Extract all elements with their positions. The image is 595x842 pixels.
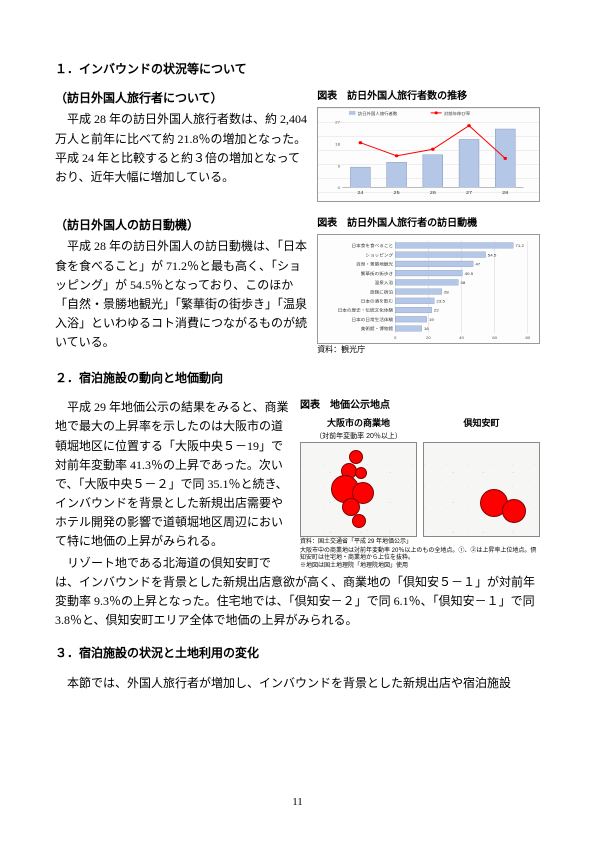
fig3-caption: 図表 地価公示地点 — [300, 398, 540, 414]
fig2-caption: 図表 訪日外国人旅行者の訪日動機 — [317, 216, 540, 232]
page-number: 11 — [0, 794, 595, 812]
fig2-box: 0 20 40 60 80 日本食を食べること 71.2 ショッピング 54.5 自然・景勝地観光… — [317, 234, 540, 344]
map-col-osaka: 大阪市の商業地 （対前年変動率 20％以上） — [300, 416, 417, 537]
sec1b-body: 平成 28 年の訪日外国人の訪日動機は、「日本食を食べること」が 71.2％と最… — [55, 237, 307, 352]
svg-text:自然・景勝地観光: 自然・景勝地観光 — [356, 261, 394, 268]
section-3-heading: ３．宿泊施設の状況と土地利用の変化 — [55, 644, 540, 663]
svg-text:60: 60 — [492, 336, 498, 341]
svg-text:25: 25 — [394, 191, 400, 197]
section-2-wrap: 図表 地価公示地点 大阪市の商業地 （対前年変動率 20％以上） 倶知安町 資料… — [55, 398, 540, 632]
map-dot — [502, 499, 526, 523]
fig2-column: 図表 訪日外国人旅行者の訪日動機 0 20 40 60 80 日本食を食べること 71.2 シ… — [317, 216, 540, 355]
svg-text:54.5: 54.5 — [488, 253, 497, 258]
svg-text:40.5: 40.5 — [465, 271, 474, 276]
svg-text:28: 28 — [444, 290, 450, 295]
map-osaka — [300, 442, 417, 537]
svg-text:22: 22 — [434, 308, 440, 313]
sec1b-text: （訪日外国人の訪日動機） 平成 28 年の訪日外国人の訪日動機は、「日本食を食べ… — [55, 216, 307, 355]
svg-text:ショッピング: ショッピング — [366, 252, 394, 259]
svg-text:80: 80 — [526, 336, 532, 341]
svg-text:日本の日常生活体験: 日本の日常生活体験 — [352, 316, 394, 323]
svg-text:47: 47 — [476, 262, 482, 267]
sec1a-subheading: （訪日外国人旅行者について） — [55, 89, 307, 108]
svg-text:27: 27 — [466, 191, 472, 197]
svg-text:19: 19 — [429, 317, 435, 322]
svg-text:日本食を食べること: 日本食を食べること — [352, 243, 394, 250]
map-kutchan — [423, 442, 540, 537]
map-osaka-sub: （対前年変動率 20％以上） — [300, 431, 417, 442]
svg-text:20: 20 — [426, 336, 432, 341]
svg-text:24: 24 — [358, 191, 364, 197]
svg-text:23.5: 23.5 — [437, 299, 446, 304]
fig1-chart: 訪日外国人旅行者数 対前年伸び率 24 25 26 27 28 0 9 18 27 — [318, 108, 539, 201]
svg-text:旅館に宿泊: 旅館に宿泊 — [370, 289, 393, 296]
svg-text:71.2: 71.2 — [516, 244, 525, 249]
fig1-box: 訪日外国人旅行者数 対前年伸び率 24 25 26 27 28 0 9 18 27 — [317, 107, 540, 202]
svg-text:16: 16 — [424, 327, 430, 332]
sec3-body: 本節では、外国人旅行者が増加し、インバウンドを背景とした新規出店や宿泊施設 — [55, 674, 540, 693]
sec1b-subheading: （訪日外国人の訪日動機） — [55, 216, 307, 235]
sec1a-text: （訪日外国人旅行者について） 平成 28 年の訪日外国人旅行者数は、約 2,40… — [55, 89, 307, 202]
map-col-kutchan: 倶知安町 — [423, 416, 540, 537]
section-1-heading: １．インバウンドの状況等について — [55, 60, 540, 79]
fig2-chart: 0 20 40 60 80 日本食を食べること 71.2 ショッピング 54.5 自然・景勝地観光… — [318, 235, 539, 343]
map-kutchan-sub — [423, 431, 540, 442]
svg-text:28: 28 — [502, 191, 508, 197]
sec1a-body: 平成 28 年の訪日外国人旅行者数は、約 2,404 万人と前年に比べて約 21… — [55, 110, 307, 187]
svg-text:日本の酒を飲む: 日本の酒を飲む — [361, 298, 394, 305]
fig3-note3: ※地図は国土地理院「地理院地図」使用 — [300, 563, 540, 570]
map-osaka-head: 大阪市の商業地 — [300, 416, 417, 430]
svg-text:美術館・博物館: 美術館・博物館 — [361, 326, 394, 333]
svg-text:温泉入浴: 温泉入浴 — [375, 280, 394, 287]
svg-text:訪日外国人旅行者数: 訪日外国人旅行者数 — [358, 110, 398, 116]
svg-text:9: 9 — [338, 164, 341, 169]
svg-text:繁華街の街歩き: 繁華街の街歩き — [361, 270, 393, 277]
map-kutchan-head: 倶知安町 — [423, 416, 540, 430]
map-dot — [355, 467, 367, 479]
fig2-source: 資料：観光庁 — [317, 346, 540, 355]
svg-text:38: 38 — [461, 280, 467, 285]
section-2-heading: ２．宿泊施設の動向と地価動向 — [55, 369, 540, 388]
row-1b: （訪日外国人の訪日動機） 平成 28 年の訪日外国人の訪日動機は、「日本食を食べ… — [55, 216, 540, 355]
fig3-block: 図表 地価公示地点 大阪市の商業地 （対前年変動率 20％以上） 倶知安町 資料… — [300, 398, 540, 570]
fig3-note1: 資料：国土交通省「平成 29 年地価公示」 — [300, 539, 540, 546]
fig3-note2: 大阪市中の商業地は対前年変動率 20％以上のもの全地点。①、②は上昇率上位地点。… — [300, 548, 540, 562]
map-dot — [352, 514, 366, 528]
svg-text:27: 27 — [335, 120, 341, 125]
svg-text:日本の歴史・伝統文化体験: 日本の歴史・伝統文化体験 — [338, 307, 394, 314]
svg-text:0: 0 — [338, 186, 341, 191]
fig1-column: 図表 訪日外国人旅行者数の推移 訪日外国人旅行者数 対前年伸び率 24 25 26 27 2… — [317, 89, 540, 202]
row-1a: （訪日外国人旅行者について） 平成 28 年の訪日外国人旅行者数は、約 2,40… — [55, 89, 540, 202]
map-dot — [349, 450, 363, 464]
svg-text:対前年伸び率: 対前年伸び率 — [444, 110, 470, 116]
svg-text:40: 40 — [459, 336, 465, 341]
svg-text:0: 0 — [394, 336, 397, 341]
maps-row: 大阪市の商業地 （対前年変動率 20％以上） 倶知安町 — [300, 416, 540, 537]
svg-text:18: 18 — [335, 142, 341, 147]
fig1-caption: 図表 訪日外国人旅行者数の推移 — [317, 89, 540, 105]
svg-text:26: 26 — [430, 191, 436, 197]
